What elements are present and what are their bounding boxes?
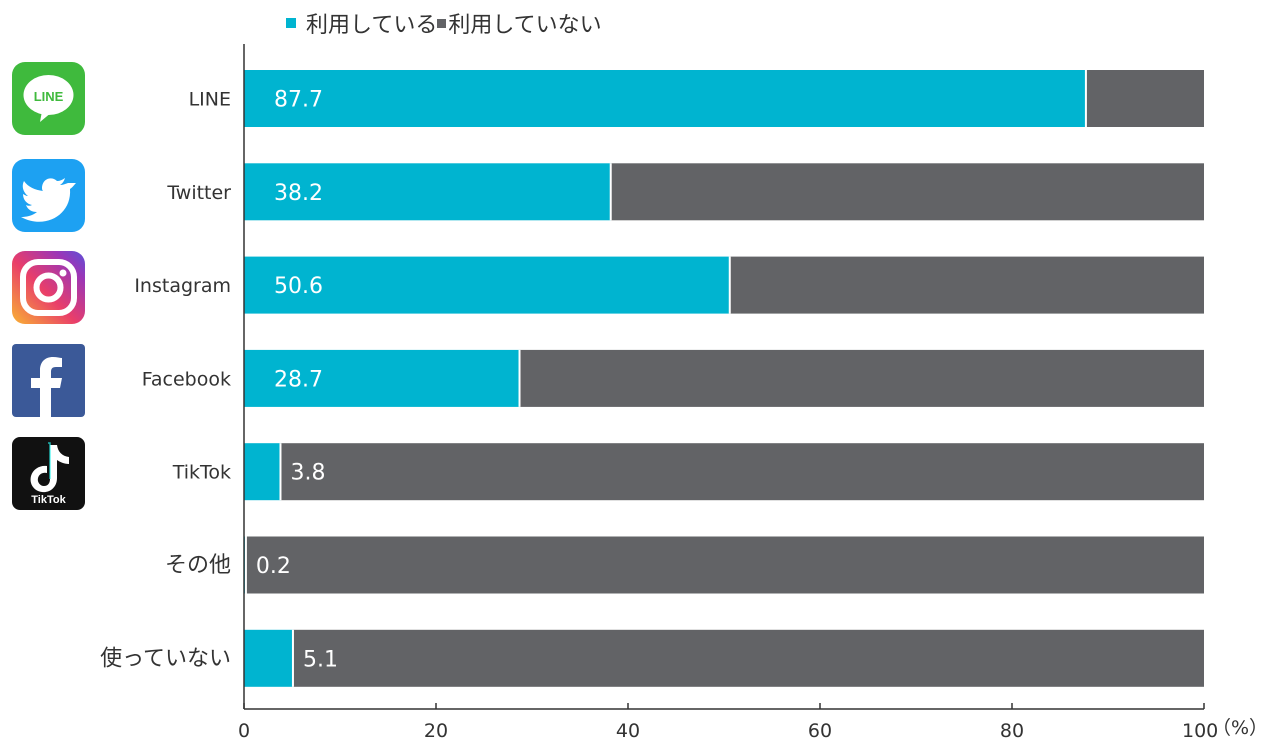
data-label: 3.8	[290, 461, 325, 486]
instagram-logo-icon	[12, 251, 85, 324]
x-tick-label: 60	[808, 720, 832, 742]
bar-not-used	[519, 349, 1204, 407]
bar-used	[244, 349, 520, 407]
bar-not-used	[280, 443, 1205, 501]
x-tick-label: 40	[616, 720, 640, 742]
data-label: 0.2	[256, 554, 291, 579]
bar-used	[244, 443, 281, 501]
category-label: LINE	[189, 89, 231, 111]
facebook-logo-icon	[12, 344, 85, 417]
bar-used	[244, 256, 730, 314]
data-label: 5.1	[303, 647, 338, 672]
bar-used	[244, 163, 611, 221]
category-label: その他	[165, 553, 231, 578]
category-label: Facebook	[142, 368, 231, 390]
tiktok-logo-icon: TikTok	[12, 437, 85, 510]
category-label: 使っていない	[100, 646, 231, 671]
x-tick-label: 20	[424, 720, 448, 742]
bar-not-used	[610, 163, 1204, 221]
data-label: 50.6	[274, 274, 323, 299]
legend-label-used: 利用している	[306, 13, 438, 38]
x-tick-label: 100	[1182, 720, 1218, 742]
tiktok-logo-text: TikTok	[31, 494, 66, 506]
chart-legend: 利用している 利用していない	[286, 8, 602, 38]
bar-used	[244, 70, 1086, 127]
legend-label-not-used: 利用していない	[448, 13, 602, 38]
x-axis-unit-label: （%）	[1212, 717, 1269, 739]
category-label: Instagram	[134, 275, 231, 297]
line-logo-text: LINE	[34, 89, 64, 104]
x-tick-label: 0	[238, 720, 250, 742]
bar-used	[244, 629, 293, 687]
x-tick-label: 80	[1000, 720, 1024, 742]
data-label: 28.7	[274, 367, 323, 392]
category-label: TikTok	[172, 462, 231, 484]
bar-not-used	[292, 629, 1205, 687]
category-label: Twitter	[166, 182, 231, 204]
data-label: 38.2	[274, 181, 323, 206]
data-label: 87.7	[274, 88, 323, 113]
bar-not-used	[1085, 70, 1204, 127]
legend-swatch-not-used	[437, 18, 447, 28]
legend-swatch-used	[286, 18, 296, 28]
bar-not-used	[729, 256, 1204, 314]
twitter-logo-icon	[12, 159, 85, 232]
line-logo-icon: LINE	[12, 62, 85, 135]
bar-not-used	[245, 536, 1205, 594]
